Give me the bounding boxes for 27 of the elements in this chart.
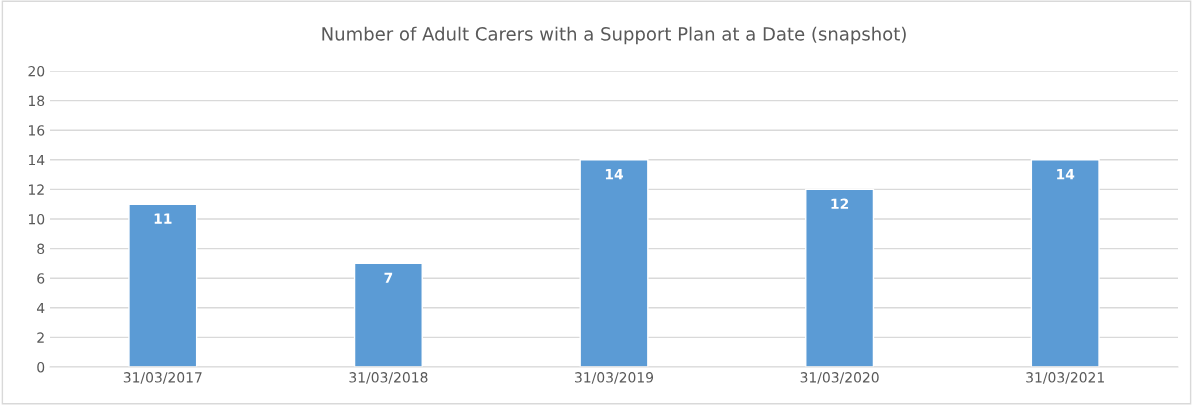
y-tick-label: 6 <box>37 273 45 284</box>
y-tick-label: 14 <box>28 154 45 166</box>
data-label: 14 <box>1057 169 1075 180</box>
chart-title: Number of Adult Carers with a Support Plan at a Date (snapshot) <box>322 26 906 45</box>
x-tick-label: 31/03/2021 <box>1026 372 1104 384</box>
y-tick-label: 20 <box>28 65 45 77</box>
y-tick-label: 16 <box>28 125 45 136</box>
data-label: 14 <box>605 169 624 180</box>
x-tick-label: 31/03/2018 <box>349 372 428 384</box>
y-tick-label: 10 <box>28 213 45 225</box>
data-label: 11 <box>154 213 172 224</box>
bar <box>805 188 875 367</box>
y-tick-label: 12 <box>28 184 44 195</box>
bar <box>1030 159 1100 367</box>
y-tick-label: 18 <box>28 95 45 107</box>
y-tick-label: 4 <box>36 302 45 314</box>
x-tick-label: 31/03/2019 <box>575 372 654 384</box>
x-tick-label: 31/03/2020 <box>800 372 879 384</box>
bar <box>579 159 649 367</box>
bar <box>128 203 198 367</box>
y-tick-label: 0 <box>37 361 45 373</box>
bar <box>353 262 423 367</box>
data-label: 12 <box>831 198 849 209</box>
data-label: 7 <box>384 272 393 283</box>
x-tick-label: 31/03/2017 <box>123 372 202 384</box>
y-tick-label: 8 <box>37 243 45 255</box>
y-tick-label: 2 <box>37 332 44 343</box>
